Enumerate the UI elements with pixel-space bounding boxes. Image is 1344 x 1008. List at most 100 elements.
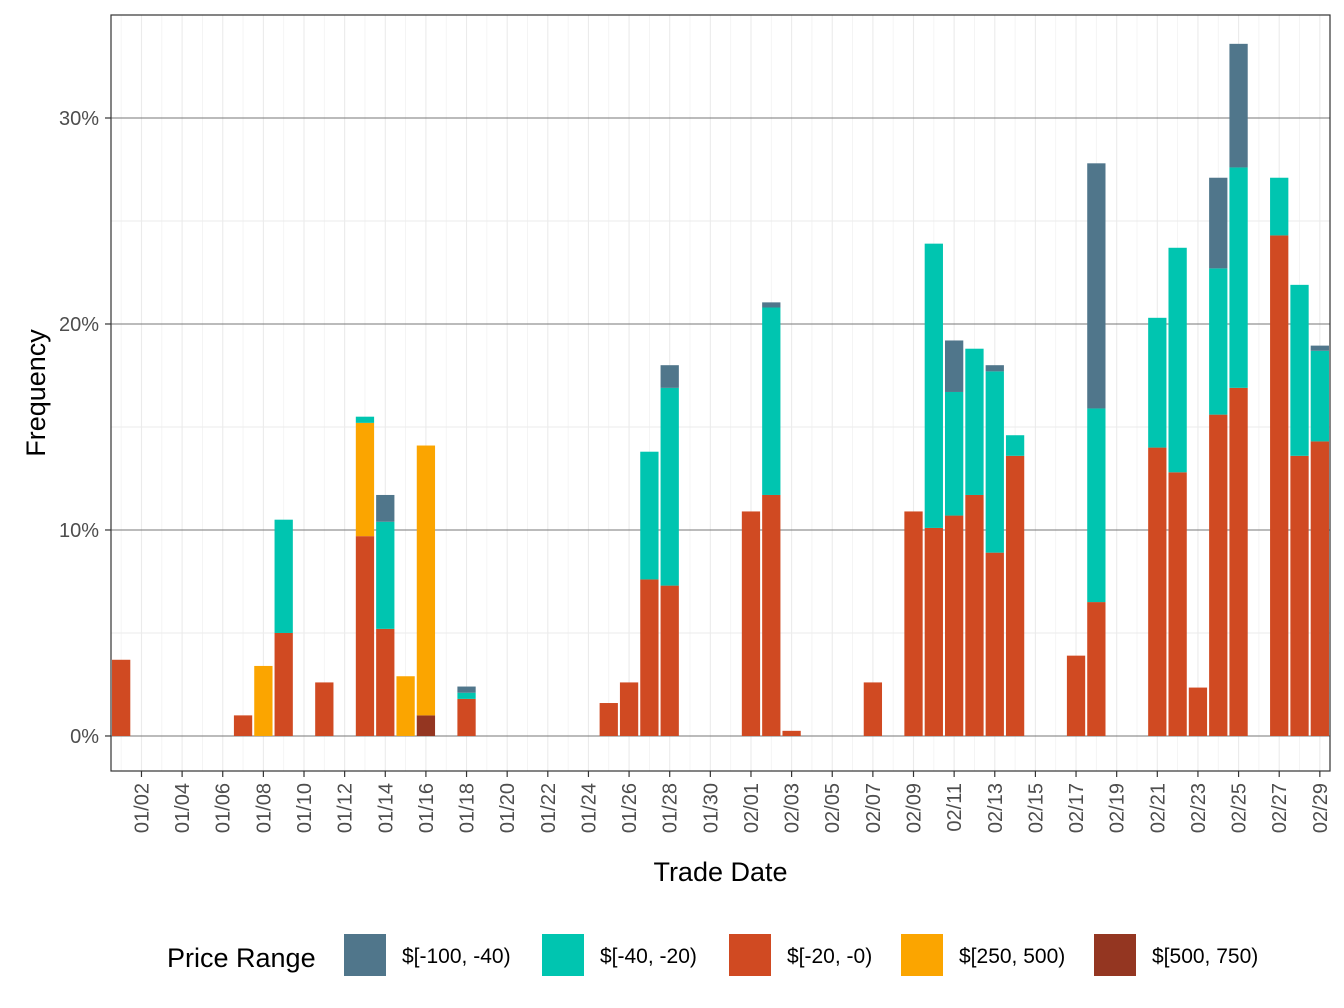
y-tick-label: 30%: [59, 108, 99, 130]
bar-segment: [944, 391, 964, 516]
y-tick-label: 20%: [59, 314, 99, 336]
bar-segment: [376, 628, 395, 736]
y-axis-title: Frequency: [21, 329, 51, 457]
bar-segment: [863, 682, 883, 736]
legend-key: [344, 934, 386, 976]
x-tick-label: 01/18: [457, 783, 479, 833]
plot-panel-background: [111, 15, 1330, 771]
x-tick-label: 02/15: [1025, 783, 1047, 833]
bar-segment: [274, 632, 293, 736]
bar-segment: [1005, 435, 1025, 456]
x-tick-label: 01/30: [700, 783, 722, 833]
bar-segment: [660, 365, 679, 388]
bar-segment: [762, 307, 781, 495]
legend-key: [729, 934, 771, 976]
bar-segment: [1168, 247, 1187, 473]
bar-segment: [1310, 350, 1329, 442]
x-tick-label: 01/02: [131, 783, 153, 833]
bar-segment: [416, 715, 436, 736]
bar-segment: [1229, 387, 1248, 736]
plot-panel-border: [110, 14, 1331, 772]
bar-segment: [1005, 455, 1025, 736]
bar-segment: [924, 243, 943, 528]
legend-label: $[-100, -40): [402, 945, 511, 968]
y-tick-label: 0%: [70, 726, 99, 748]
x-tick-label: 01/28: [660, 783, 682, 833]
legend-key: [1094, 934, 1136, 976]
minor-gridlines-y: [111, 220, 1330, 634]
x-axis-title: Trade Date: [653, 857, 787, 887]
x-tick-label: 01/24: [578, 783, 600, 833]
bar-segment: [741, 511, 761, 736]
x-tick-label: 01/10: [294, 783, 316, 833]
bar-segment: [782, 730, 801, 736]
bar-segment: [457, 686, 476, 693]
bar-segment: [355, 422, 375, 537]
x-tick-label: 01/08: [253, 783, 275, 833]
bar-segment: [640, 451, 659, 580]
bar-segment: [1066, 655, 1086, 736]
bar-segment: [1290, 455, 1309, 736]
x-tick-label: 02/21: [1147, 783, 1169, 833]
bar-segment: [376, 494, 395, 522]
x-tick-label: 02/29: [1310, 783, 1332, 833]
bar-segment: [315, 682, 334, 736]
legend-key: [901, 934, 943, 976]
x-tick-label: 02/05: [822, 783, 844, 833]
bar-segment: [457, 692, 476, 699]
bar-segment: [1229, 167, 1248, 388]
bar-segment: [1087, 163, 1106, 409]
bar-segment: [1229, 43, 1248, 168]
bar-segments: [112, 43, 1329, 736]
bar-segment: [1209, 177, 1228, 269]
bar-segment: [965, 494, 984, 736]
y-axis-ticks: 0% 10% 20% 30%: [59, 108, 111, 748]
legend: Price Range $[-100, -40) $[-40, -20) $[-20…: [167, 934, 1258, 976]
bar-segment: [985, 365, 1004, 372]
bar-segment: [416, 445, 436, 716]
x-tick-label: 02/19: [1107, 783, 1129, 833]
bar-segment: [640, 579, 659, 736]
x-tick-label: 02/13: [985, 783, 1007, 833]
legend-label: $[500, 750): [1152, 945, 1258, 968]
bar-segment: [1148, 317, 1167, 448]
x-tick-label: 01/12: [335, 783, 357, 833]
x-tick-label: 02/17: [1066, 783, 1088, 833]
legend-key: [542, 934, 584, 976]
bar-segment: [376, 521, 395, 629]
bar-segment: [1270, 235, 1289, 736]
bar-segment: [762, 494, 781, 736]
bar-segment: [904, 511, 923, 736]
legend-label: $[-20, -0): [787, 945, 872, 968]
bar-segment: [355, 416, 375, 423]
x-tick-label: 02/01: [741, 783, 763, 833]
bar-segment: [1209, 414, 1228, 736]
bar-segment: [944, 515, 964, 736]
bar-segment: [599, 703, 618, 736]
bar-segment: [1310, 345, 1329, 351]
legend-label: $[250, 500): [959, 945, 1065, 968]
bar-segment: [274, 519, 293, 633]
bar-segment: [1209, 268, 1228, 415]
x-tick-label: 02/25: [1229, 783, 1251, 833]
y-tick-label: 10%: [59, 520, 99, 542]
bar-segment: [396, 676, 415, 736]
x-tick-label: 01/26: [619, 783, 641, 833]
x-tick-label: 01/16: [416, 783, 438, 833]
bar-segment: [355, 536, 375, 736]
bar-segment: [660, 387, 679, 586]
x-tick-label: 02/23: [1188, 783, 1210, 833]
bar-segment: [1087, 408, 1106, 603]
x-tick-label: 01/22: [538, 783, 560, 833]
legend-title: Price Range: [167, 943, 316, 973]
bar-segment: [1270, 177, 1289, 236]
x-tick-label: 02/09: [904, 783, 926, 833]
bar-segment: [985, 371, 1004, 553]
bar-segment: [924, 527, 943, 736]
x-tick-label: 02/11: [944, 783, 966, 832]
bar-segment: [1290, 284, 1309, 456]
x-tick-label: 01/04: [172, 783, 194, 833]
major-gridlines-y: [111, 117, 1330, 737]
bar-segment: [619, 682, 639, 736]
